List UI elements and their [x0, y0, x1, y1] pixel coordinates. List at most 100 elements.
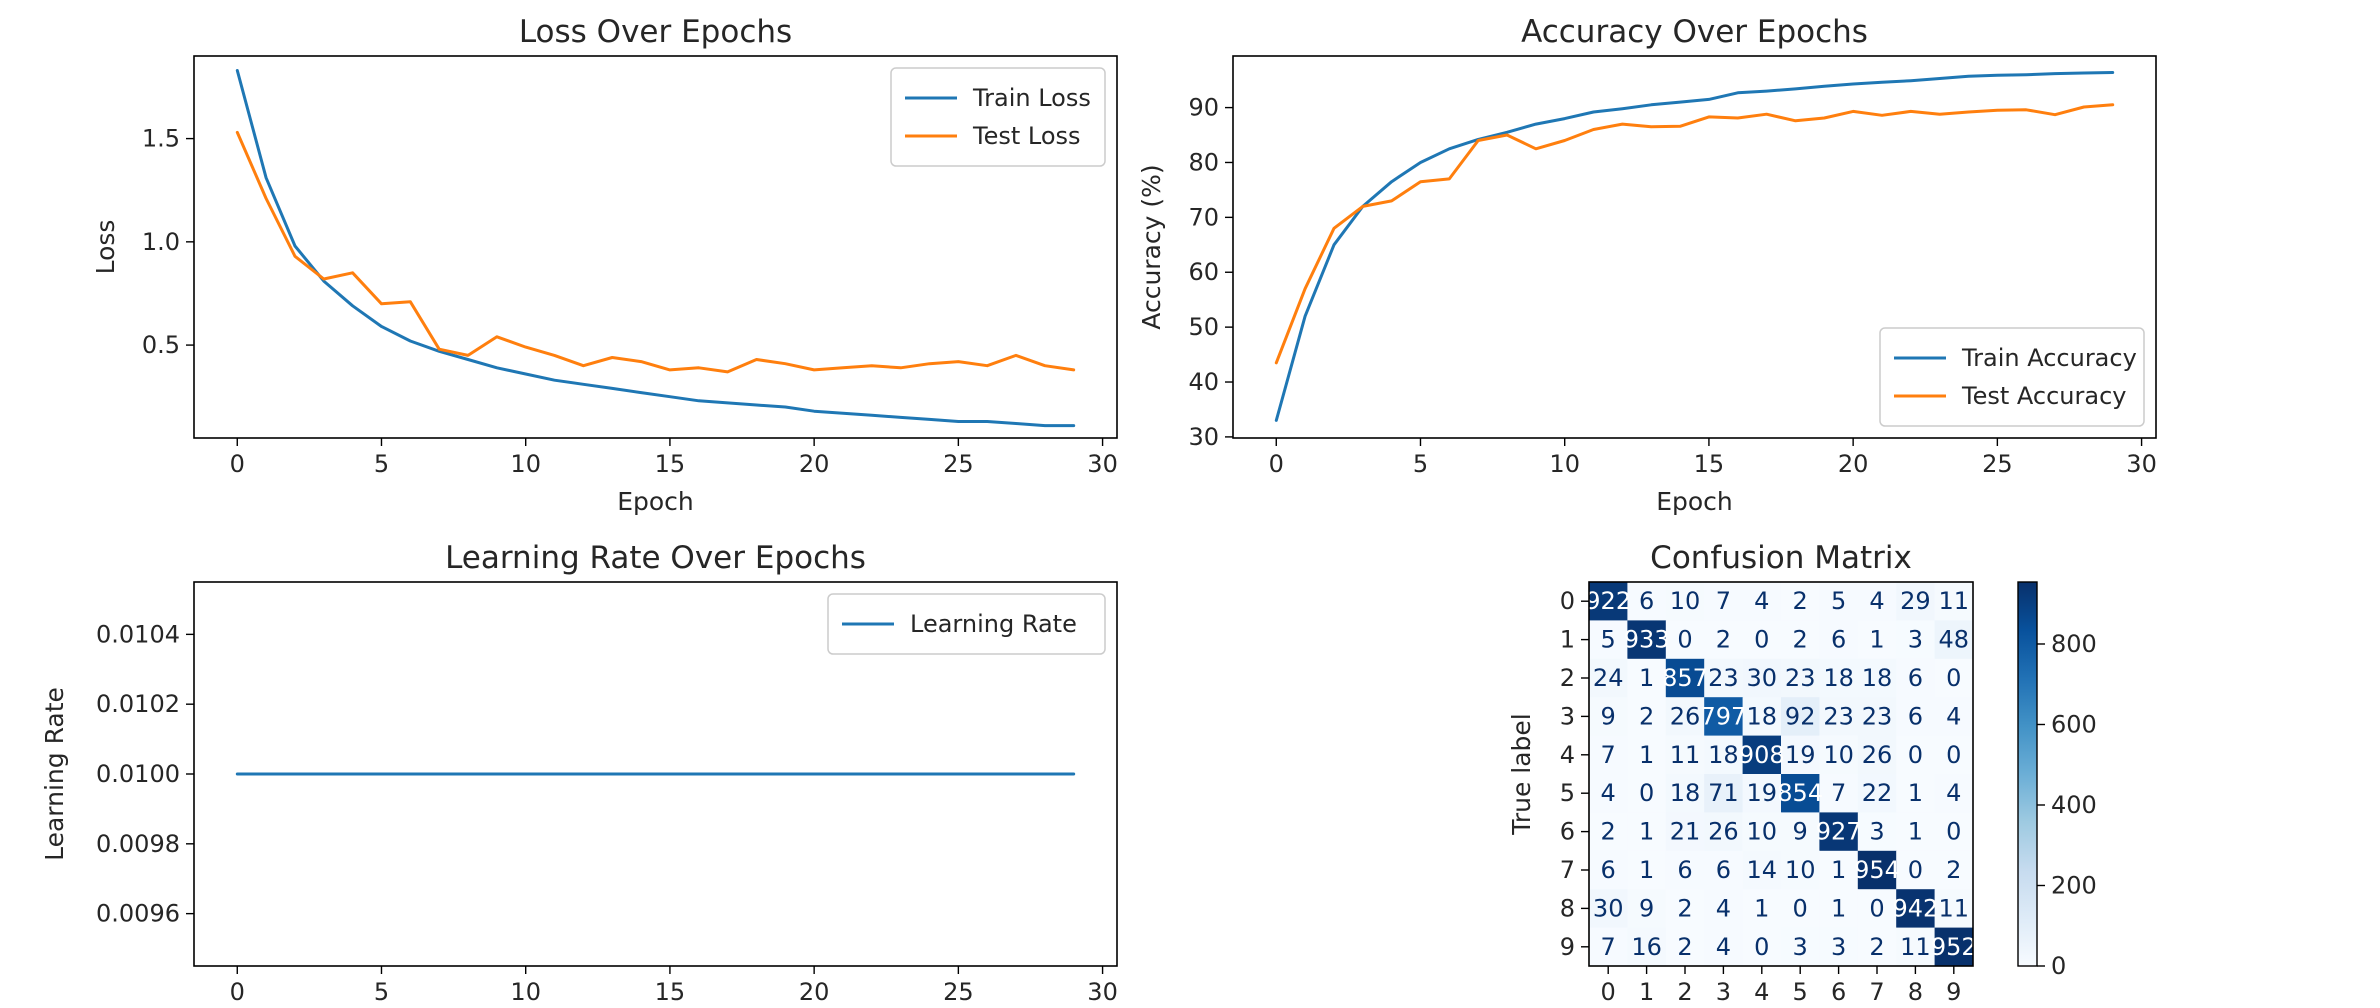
x-axis-label: Epoch — [1656, 487, 1733, 516]
cell-value: 30 — [1747, 664, 1778, 692]
matrix-cell — [1819, 850, 1859, 890]
x-tick-label: 20 — [799, 450, 830, 478]
cell-value: 10 — [1747, 818, 1778, 846]
cell-value: 2 — [1601, 818, 1616, 846]
cell-value: 9 — [1639, 894, 1654, 922]
matrix-cell — [1896, 812, 1936, 852]
cell-value: 48 — [1939, 626, 1970, 654]
matrix-cell — [1665, 697, 1705, 737]
x-tick-label: 4 — [1754, 978, 1769, 1006]
cell-value: 1 — [1908, 779, 1923, 807]
matrix-cell — [1819, 582, 1859, 621]
matrix-cell — [1665, 927, 1705, 967]
cell-value: 0 — [1946, 741, 1961, 769]
x-tick-label: 25 — [943, 450, 974, 478]
y-tick-label: 70 — [1188, 203, 1219, 231]
cell-value: 1 — [1831, 894, 1846, 922]
cell-value: 2 — [1793, 587, 1808, 615]
cell-value: 3 — [1908, 626, 1923, 654]
x-tick-label: 15 — [655, 978, 686, 1006]
cell-value: 1 — [1908, 818, 1923, 846]
y-tick-label: 0.0104 — [96, 620, 180, 648]
matrix-cell — [1742, 620, 1782, 660]
cell-value: 29 — [1900, 587, 1931, 615]
cell-value: 0 — [1908, 856, 1923, 884]
legend-entry: Train Accuracy — [1961, 344, 2137, 372]
x-tick-label: 25 — [1982, 450, 2013, 478]
cell-value: 0 — [1677, 626, 1692, 654]
colorbar: 0 200 400 600 800 — [2017, 581, 2097, 980]
matrix-cell — [1627, 620, 1667, 660]
cell-value: 0 — [1639, 779, 1654, 807]
matrix-cell — [1665, 658, 1705, 698]
x-tick-label: 5 — [374, 978, 389, 1006]
y-tick-label: 50 — [1188, 313, 1219, 341]
y-axis-label: Accuracy (%) — [1137, 164, 1166, 329]
series-line-2 — [1274, 103, 2115, 365]
cell-value: 10 — [1670, 587, 1701, 615]
cell-value: 927 — [1816, 818, 1862, 846]
y-tick-label: 1.0 — [142, 228, 180, 256]
cell-value: 7 — [1716, 587, 1731, 615]
plot-frame — [193, 55, 1118, 439]
colorbar-tick-label: 0 — [2051, 952, 2066, 980]
matrix-cell — [1627, 812, 1667, 852]
cell-value: 6 — [1677, 856, 1692, 884]
matrix-cell — [1704, 850, 1744, 890]
cell-value: 857 — [1662, 664, 1708, 692]
matrix-cell — [1857, 582, 1897, 621]
legend-entry: Train Loss — [972, 84, 1091, 112]
matrix-cell — [1896, 697, 1936, 737]
matrix-cell — [1627, 582, 1667, 621]
matrix-cell — [1627, 697, 1667, 737]
x-tick-label: 9 — [1946, 978, 1961, 1006]
matrix-cell — [1857, 927, 1897, 967]
cell-value: 7 — [1831, 779, 1846, 807]
y-tick-label: 2 — [1560, 664, 1575, 692]
matrix-cell — [1742, 812, 1782, 852]
matrix-cell — [1819, 620, 1859, 660]
cell-value: 908 — [1739, 741, 1785, 769]
matrix-cell — [1819, 697, 1859, 737]
matrix-cell — [1704, 697, 1744, 737]
cell-value: 7 — [1601, 933, 1616, 961]
x-tick-label: 30 — [1087, 450, 1118, 478]
matrix-cell — [1589, 735, 1628, 775]
y-tick-label: 3 — [1560, 702, 1575, 730]
cell-value: 0 — [1946, 818, 1961, 846]
cell-value: 3 — [1869, 818, 1884, 846]
x-tick-label: 20 — [799, 978, 830, 1006]
loss-chart: Loss Over Epochs 0 5 10 15 20 25 30 0.5 1.0 1.5 Epo… — [91, 14, 1118, 516]
matrix-cell — [1665, 889, 1705, 929]
legend-box — [890, 67, 1106, 167]
cell-value: 1 — [1831, 856, 1846, 884]
colorbar-tick-label: 600 — [2051, 710, 2097, 738]
matrix-cell — [1742, 697, 1782, 737]
cell-value: 23 — [1862, 702, 1893, 730]
cell-value: 0 — [1793, 894, 1808, 922]
chart-title: Confusion Matrix — [1650, 540, 1912, 576]
colorbar-tick-label: 800 — [2051, 630, 2097, 658]
y-tick-label: 6 — [1560, 818, 1575, 846]
x-tick-label: 20 — [1838, 450, 1869, 478]
matrix-cell — [1781, 658, 1820, 698]
matrix-frame — [1588, 581, 1974, 967]
cell-value: 922 — [1585, 587, 1631, 615]
legend-box — [827, 593, 1106, 655]
series-line-2 — [235, 130, 1076, 374]
x-tick-label: 10 — [510, 978, 541, 1006]
cell-value: 1 — [1869, 626, 1884, 654]
matrix-cell — [1742, 774, 1782, 813]
y-tick-label: 0 — [1560, 587, 1575, 615]
cell-value: 2 — [1677, 894, 1692, 922]
cell-value: 954 — [1854, 856, 1900, 884]
matrix-cell — [1857, 889, 1897, 929]
matrix-cell — [1819, 735, 1859, 775]
matrix-cell — [1781, 812, 1820, 852]
matrix-cell — [1704, 812, 1744, 852]
matrix-cell — [1896, 620, 1936, 660]
matrix-cell — [1781, 735, 1820, 775]
cell-value: 5 — [1831, 587, 1846, 615]
cell-value: 26 — [1862, 741, 1893, 769]
matrix-cell — [1742, 889, 1782, 929]
